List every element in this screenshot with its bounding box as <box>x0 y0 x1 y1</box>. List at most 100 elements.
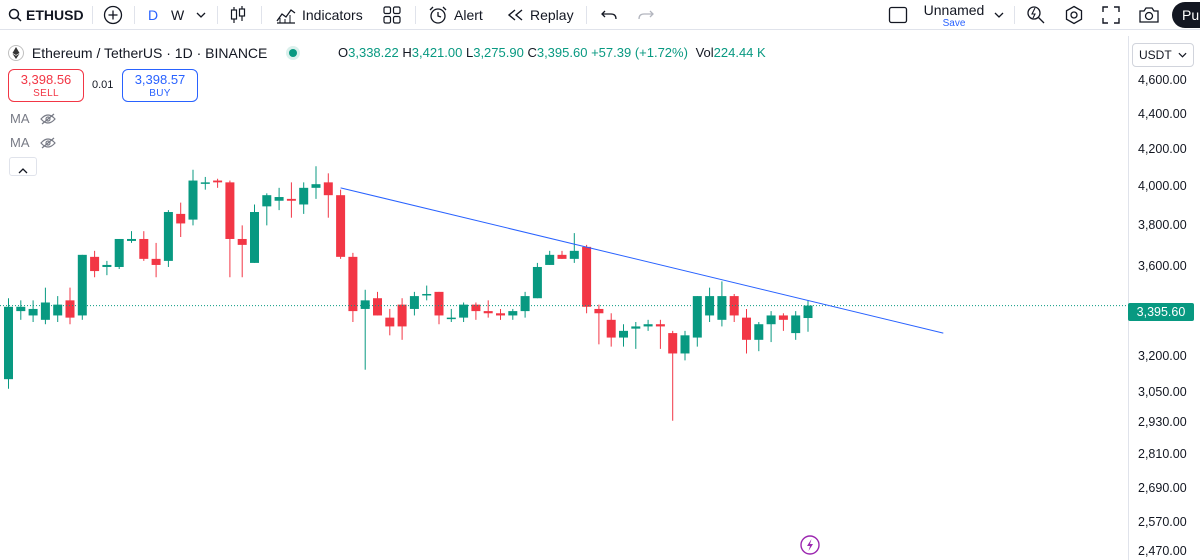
candle-up <box>200 176 210 190</box>
candle-down <box>151 242 161 278</box>
layout-dropdown-button[interactable] <box>994 0 1004 30</box>
candle-up <box>127 231 136 243</box>
alert-button[interactable]: Alert <box>428 0 483 30</box>
candle-up <box>250 204 259 263</box>
layouts-button[interactable] <box>383 0 401 30</box>
low-label: L <box>465 45 474 60</box>
candle-body <box>102 264 112 267</box>
candle-up <box>532 262 542 299</box>
flash-icon[interactable] <box>800 535 820 555</box>
divider <box>1014 6 1015 24</box>
candle-up <box>299 182 309 214</box>
interval-w-button[interactable]: W <box>171 0 184 30</box>
candle-up <box>360 289 370 370</box>
compare-symbol-button[interactable] <box>103 0 123 30</box>
candle-down <box>471 302 481 320</box>
buy-button[interactable]: 3,398.57 BUY <box>122 69 198 102</box>
candle-up <box>188 169 198 226</box>
spread-value: 0.01 <box>92 79 114 91</box>
chevron-down-icon <box>196 11 206 19</box>
collapse-legend-button[interactable] <box>9 157 37 176</box>
candle-down <box>373 291 382 316</box>
candle-body <box>28 308 38 316</box>
lightning-search-icon <box>1026 5 1046 25</box>
bitcoin-logo-icon <box>8 45 24 64</box>
candle-up <box>446 308 456 323</box>
candle-down <box>778 313 788 331</box>
candle-body <box>40 302 50 320</box>
undo-button[interactable] <box>600 0 618 30</box>
eye-hidden-icon[interactable] <box>40 113 57 128</box>
candle-body <box>496 313 505 316</box>
candle-up <box>705 287 715 323</box>
replay-button[interactable]: Replay <box>506 0 574 30</box>
indicator-label: MA <box>10 111 29 126</box>
indicator-ma-1[interactable]: MA <box>10 111 57 128</box>
fullscreen-button[interactable] <box>1102 0 1120 30</box>
candle-body <box>729 296 739 316</box>
fullscreen-icon <box>1102 6 1120 24</box>
symbol-search-button[interactable]: ETHUSD <box>8 0 84 30</box>
candle-body <box>631 326 641 329</box>
candle-body <box>742 317 751 340</box>
redo-button[interactable] <box>637 0 655 30</box>
candle-down <box>385 308 395 336</box>
undo-icon <box>600 8 618 22</box>
interval-d-button[interactable]: D <box>148 0 158 30</box>
candle-body <box>373 298 382 316</box>
layout-save-group[interactable]: Unnamed Save <box>914 2 994 29</box>
indicator-ma-2[interactable]: MA <box>10 135 57 152</box>
volume-value: 224.44 K <box>713 45 766 60</box>
candle-body <box>286 198 296 201</box>
alarm-clock-icon <box>428 5 448 25</box>
price-tick: 2,810.00 <box>1138 447 1187 461</box>
candle-down <box>397 298 407 340</box>
symbol-legend[interactable]: Ethereum / TetherUS · 1D · BINANCE <box>8 45 298 64</box>
candle-body <box>65 300 75 318</box>
candle-body <box>668 333 678 354</box>
currency-select[interactable]: USDT <box>1132 43 1194 67</box>
candle-up <box>692 296 702 347</box>
price-scale[interactable] <box>1128 36 1200 560</box>
volume-label: Vol <box>695 45 714 60</box>
divider <box>92 6 93 24</box>
sell-button[interactable]: 3,398.56 SELL <box>8 69 84 102</box>
settings-button[interactable] <box>1064 0 1084 30</box>
candle-down <box>594 304 604 345</box>
snapshot-button[interactable] <box>1138 0 1160 30</box>
sell-label: SELL <box>33 88 59 99</box>
candle-body <box>705 296 715 316</box>
chart-type-button[interactable] <box>229 0 247 30</box>
indicators-button[interactable]: Indicators <box>276 0 363 30</box>
candle-up <box>791 311 801 340</box>
candle-up <box>508 308 518 320</box>
publish-button[interactable]: Pu <box>1172 2 1200 28</box>
save-link[interactable]: Save <box>942 18 966 29</box>
candle-down <box>668 330 678 421</box>
candle-body <box>791 315 801 334</box>
price-tick: 4,600.00 <box>1138 73 1187 87</box>
interval-dropdown-button[interactable] <box>196 0 206 30</box>
divider <box>415 6 416 24</box>
candle-body <box>803 305 813 319</box>
eye-hidden-icon[interactable] <box>40 137 57 152</box>
interval-w-label: W <box>171 7 185 23</box>
rewind-icon <box>506 8 524 22</box>
candle-up <box>28 300 38 323</box>
candle-body <box>385 317 395 327</box>
candle-body <box>53 304 63 316</box>
search-icon <box>8 8 22 22</box>
price-tick: 3,600.00 <box>1138 259 1187 273</box>
candle-up <box>77 254 87 320</box>
candle-up <box>619 324 628 347</box>
market-open-dot <box>289 49 298 57</box>
trend-line[interactable] <box>340 187 944 334</box>
quick-search-button[interactable] <box>1026 0 1046 30</box>
chart-pane[interactable] <box>0 36 1128 560</box>
candle-down <box>225 180 235 278</box>
select-layout-checkbox[interactable] <box>888 0 908 30</box>
price-tick: 2,930.00 <box>1138 415 1187 429</box>
square-icon <box>888 5 908 25</box>
candle-up <box>422 285 432 301</box>
top-toolbar: ETHUSD D W Indicators <box>0 0 1200 30</box>
